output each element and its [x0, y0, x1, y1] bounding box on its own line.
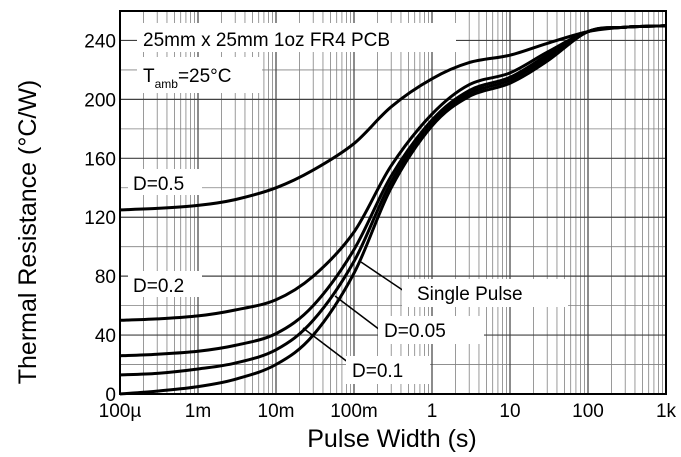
label-d005: D=0.05 — [384, 321, 446, 342]
label-d01-box — [346, 356, 430, 384]
label-leader-line — [360, 261, 405, 292]
y-tick-label: 0 — [105, 385, 116, 406]
tamb-annotation: Tamb=25°C — [143, 66, 232, 91]
x-tick-label: 100m — [330, 401, 378, 422]
label-single-box — [402, 279, 568, 307]
x-tick-label: 100 — [572, 401, 604, 422]
y-tick-label: 240 — [84, 31, 116, 52]
series-line-d-0-5 — [119, 24, 667, 212]
label-single-pulse: Single Pulse — [417, 284, 523, 305]
y-tick-label: 200 — [84, 90, 116, 111]
y-axis-label: Thermal Resistance (°C/W) — [14, 80, 42, 385]
tamb-value: =25°C — [178, 66, 232, 87]
x-tick-label: 1m — [185, 401, 211, 422]
x-tick-label: 1k — [656, 401, 677, 422]
label-d02: D=0.2 — [133, 276, 184, 297]
tamb-symbol: T — [143, 66, 155, 87]
label-d005-box — [378, 316, 484, 344]
y-tick-labels: 0 40 80 120 160 200 240 — [84, 31, 116, 406]
leader-lines — [302, 261, 405, 364]
label-d05: D=0.5 — [133, 174, 184, 195]
x-tick-label: 100µ — [99, 401, 142, 422]
pcb-annotation-box — [137, 23, 456, 52]
label-d01: D=0.1 — [352, 361, 403, 382]
label-d02-box — [128, 271, 202, 297]
label-leader-line — [302, 327, 350, 364]
y-tick-label: 80 — [95, 267, 116, 288]
series-line-single-pulse — [119, 24, 667, 396]
plot-frame — [119, 10, 667, 395]
label-leader-line — [334, 295, 381, 331]
pcb-annotation: 25mm x 25mm 1oz FR4 PCB — [143, 30, 390, 51]
x-tick-label: 10 — [499, 401, 520, 422]
y-tick-label: 120 — [84, 208, 116, 229]
series-lines — [119, 24, 667, 396]
tamb-subscript: amb — [155, 77, 179, 91]
x-axis-label: Pulse Width (s) — [307, 425, 476, 453]
y-tick-label: 40 — [95, 326, 116, 347]
x-tick-label: 1 — [427, 401, 438, 422]
tamb-annotation-box — [137, 57, 262, 93]
label-d05-box — [128, 169, 202, 195]
x-tick-labels: 100µ 1m 10m 100m 1 10 100 1k — [99, 401, 677, 422]
y-tick-label: 160 — [84, 149, 116, 170]
x-tick-label: 10m — [258, 401, 295, 422]
